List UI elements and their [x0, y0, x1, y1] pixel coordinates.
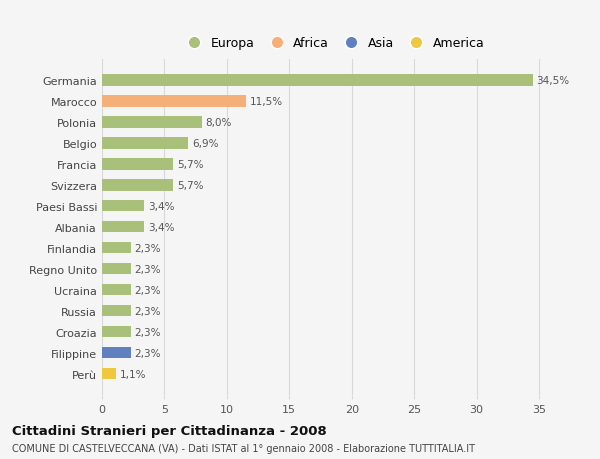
Text: 8,0%: 8,0%	[206, 118, 232, 128]
Text: 2,3%: 2,3%	[134, 306, 161, 316]
Bar	[102, 368, 116, 380]
Bar	[102, 263, 131, 275]
Bar	[102, 221, 145, 233]
Bar	[102, 138, 188, 149]
Text: 34,5%: 34,5%	[536, 76, 569, 86]
Bar	[102, 347, 131, 358]
Text: 1,1%: 1,1%	[119, 369, 146, 379]
Text: 3,4%: 3,4%	[148, 202, 175, 211]
Bar	[102, 305, 131, 317]
Text: 2,3%: 2,3%	[134, 327, 161, 337]
Bar	[102, 75, 533, 86]
Bar	[102, 284, 131, 296]
Bar	[102, 201, 145, 212]
Text: Cittadini Stranieri per Cittadinanza - 2008: Cittadini Stranieri per Cittadinanza - 2…	[12, 424, 327, 437]
Bar	[102, 242, 131, 254]
Text: 5,7%: 5,7%	[177, 180, 203, 190]
Bar	[102, 117, 202, 128]
Text: 2,3%: 2,3%	[134, 348, 161, 358]
Bar	[102, 96, 245, 107]
Legend: Europa, Africa, Asia, America: Europa, Africa, Asia, America	[176, 33, 490, 56]
Text: 2,3%: 2,3%	[134, 285, 161, 295]
Bar	[102, 159, 173, 170]
Text: 2,3%: 2,3%	[134, 243, 161, 253]
Text: COMUNE DI CASTELVECCANA (VA) - Dati ISTAT al 1° gennaio 2008 - Elaborazione TUTT: COMUNE DI CASTELVECCANA (VA) - Dati ISTA…	[12, 443, 475, 453]
Bar	[102, 179, 173, 191]
Bar	[102, 326, 131, 338]
Text: 11,5%: 11,5%	[250, 96, 283, 106]
Text: 5,7%: 5,7%	[177, 159, 203, 169]
Text: 6,9%: 6,9%	[192, 139, 218, 148]
Text: 2,3%: 2,3%	[134, 264, 161, 274]
Text: 3,4%: 3,4%	[148, 222, 175, 232]
